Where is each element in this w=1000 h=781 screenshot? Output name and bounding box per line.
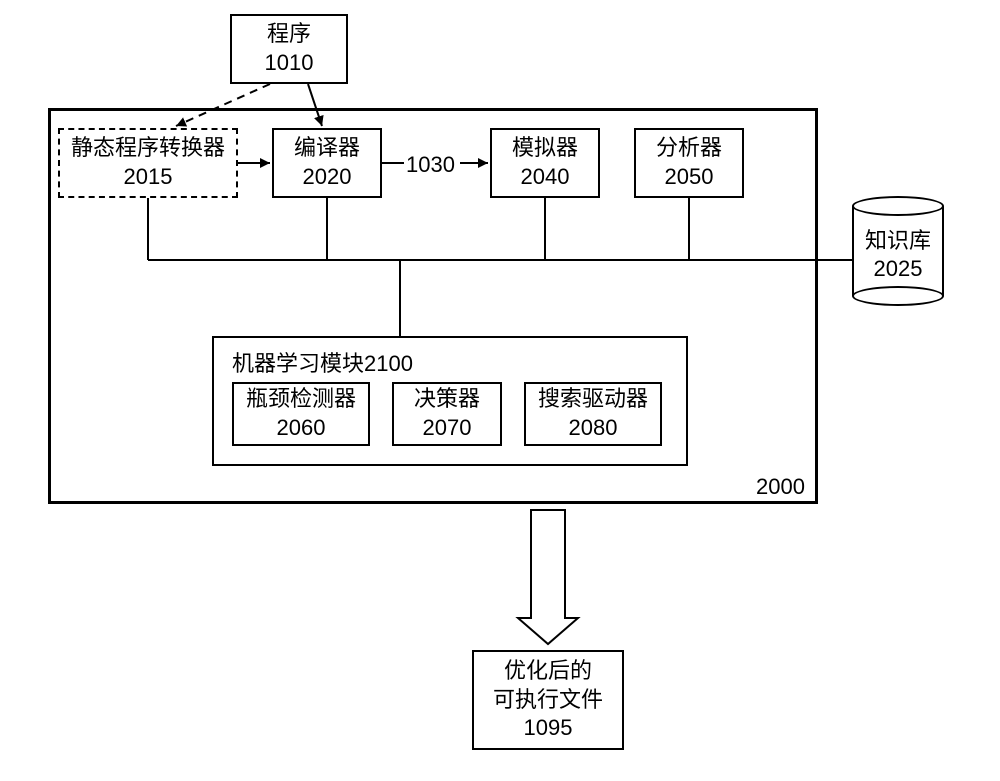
node-analyzer-id: 2050 <box>665 163 714 192</box>
node-output-line3: 1095 <box>524 714 573 743</box>
node-search-driver-id: 2080 <box>569 414 618 443</box>
node-compiler-label: 编译器 <box>294 134 360 163</box>
db-cylinder-top <box>852 196 944 216</box>
node-decider: 决策器 2070 <box>392 382 502 446</box>
node-decider-id: 2070 <box>423 414 472 443</box>
db-label-line2: 2025 <box>852 255 944 284</box>
diagram-canvas: 2000 机器学习模块2100 程序 1010 静态程序转换器 2015 编译器… <box>0 0 1000 781</box>
container-2000-number: 2000 <box>756 474 805 500</box>
node-compiler: 编译器 2020 <box>272 128 382 198</box>
node-static-converter: 静态程序转换器 2015 <box>58 128 238 198</box>
node-search-driver-label: 搜索驱动器 <box>538 385 648 414</box>
node-knowledge-base: 知识库 2025 <box>852 196 944 306</box>
node-program: 程序 1010 <box>230 14 348 84</box>
db-label-line1: 知识库 <box>852 227 944 256</box>
node-simulator-label: 模拟器 <box>512 134 578 163</box>
container-2100-title: 机器学习模块2100 <box>232 346 413 378</box>
node-bottleneck-label: 瓶颈检测器 <box>246 385 356 414</box>
node-bottleneck-id: 2060 <box>277 414 326 443</box>
db-label: 知识库 2025 <box>852 227 944 284</box>
node-analyzer-label: 分析器 <box>656 134 722 163</box>
node-static-converter-label: 静态程序转换器 <box>71 134 225 163</box>
node-analyzer: 分析器 2050 <box>634 128 744 198</box>
node-simulator: 模拟器 2040 <box>490 128 600 198</box>
db-cylinder-bottom <box>852 286 944 306</box>
node-simulator-id: 2040 <box>521 163 570 192</box>
node-static-converter-id: 2015 <box>124 163 173 192</box>
node-program-label: 程序 <box>267 20 311 49</box>
node-bottleneck-detector: 瓶颈检测器 2060 <box>232 382 370 446</box>
node-compiler-id: 2020 <box>303 163 352 192</box>
node-search-driver: 搜索驱动器 2080 <box>524 382 662 446</box>
node-output-line2: 可执行文件 <box>493 686 603 715</box>
node-output-executable: 优化后的 可执行文件 1095 <box>472 650 624 750</box>
node-output-line1: 优化后的 <box>504 657 592 686</box>
edge-label-1030: 1030 <box>406 152 455 178</box>
node-program-id: 1010 <box>265 49 314 78</box>
node-decider-label: 决策器 <box>414 385 480 414</box>
